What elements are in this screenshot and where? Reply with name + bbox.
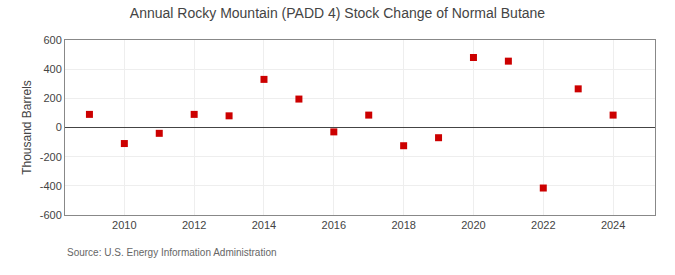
svg-text:2018: 2018 xyxy=(391,219,415,231)
svg-text:2012: 2012 xyxy=(182,219,206,231)
svg-text:2020: 2020 xyxy=(461,219,485,231)
svg-text:600: 600 xyxy=(43,34,61,46)
svg-text:400: 400 xyxy=(43,63,61,75)
svg-text:200: 200 xyxy=(43,92,61,104)
svg-text:2024: 2024 xyxy=(601,219,625,231)
svg-text:2022: 2022 xyxy=(531,219,555,231)
svg-text:-400: -400 xyxy=(40,180,62,192)
svg-text:2010: 2010 xyxy=(112,219,136,231)
svg-text:-600: -600 xyxy=(40,209,62,221)
svg-text:0: 0 xyxy=(56,121,62,133)
svg-text:Thousand Barrels: Thousand Barrels xyxy=(20,80,34,175)
svg-text:2016: 2016 xyxy=(322,219,346,231)
svg-text:Source: U.S. Energy Informatio: Source: U.S. Energy Information Administ… xyxy=(67,247,277,258)
svg-text:2014: 2014 xyxy=(252,219,276,231)
svg-text:-200: -200 xyxy=(40,151,62,163)
svg-text:Annual Rocky Mountain (PADD 4): Annual Rocky Mountain (PADD 4) Stock Cha… xyxy=(130,5,545,21)
